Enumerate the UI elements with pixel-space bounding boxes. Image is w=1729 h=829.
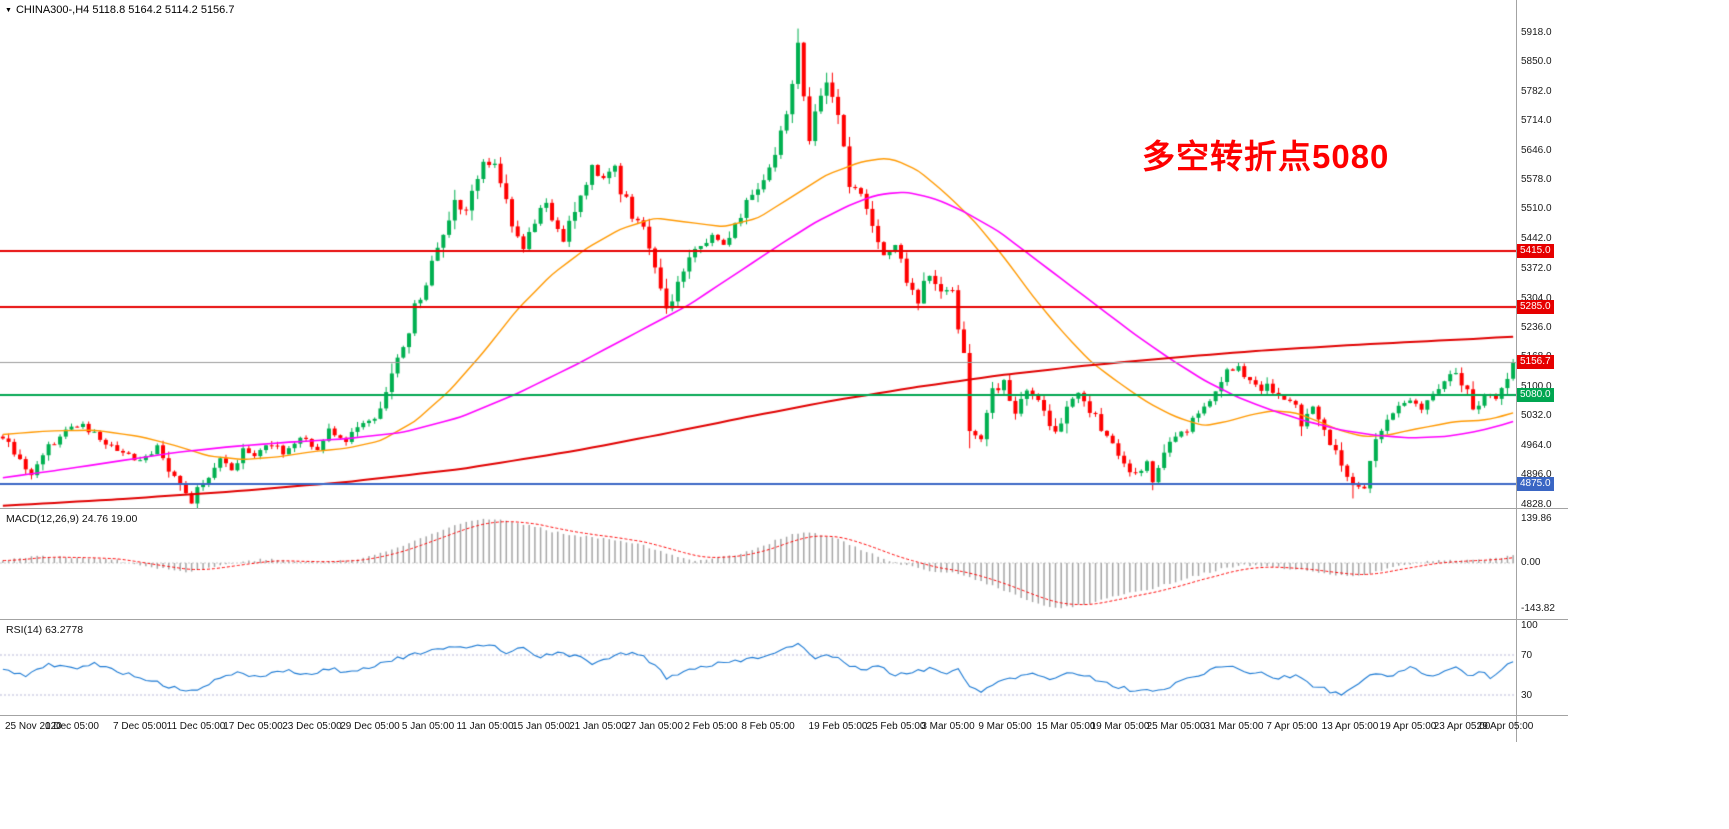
price-tick-label: 5510.0 — [1521, 203, 1552, 215]
price-tick-label: 4896.0 — [1521, 469, 1552, 481]
price-axis[interactable]: 5918.0 5850.0 5782.0 5714.0 5646.0 5578.0 5510… — [1517, 0, 1577, 510]
time-axis-label: 5 Jan 05:00 — [401, 721, 455, 732]
time-axis-label: 25 Mar 05:00 — [1146, 721, 1206, 732]
price-tick-label: 5304.0 — [1521, 292, 1552, 304]
time-axis-label: 27 Jan 05:00 — [625, 721, 683, 732]
price-tick-label: 5578.0 — [1521, 174, 1552, 185]
price-tick-label: 5236.0 — [1521, 321, 1552, 333]
time-axis-label: 13 Apr 05:00 — [1321, 721, 1379, 732]
time-axis-label: 31 Mar 05:00 — [1204, 721, 1264, 732]
axis-border — [1516, 0, 1517, 742]
time-axis-label: 19 Apr 05:00 — [1379, 721, 1437, 732]
pane-separator[interactable] — [0, 715, 1568, 716]
current-price-badge: 5156.7 — [1517, 355, 1554, 370]
time-axis-label: 21 Jan 05:00 — [569, 721, 627, 732]
time-axis-label: 29 Dec 05:00 — [340, 721, 400, 732]
time-axis-label: 23 Apr 05:00 — [1433, 721, 1491, 732]
price-tick-label: 5442.0 — [1521, 232, 1552, 244]
macd-axis[interactable]: 139.86 0.00 -143.82 — [1517, 509, 1577, 619]
hline-price-badge: 5415.0 — [1517, 243, 1554, 258]
time-axis-label: 19 Mar 05:00 — [1090, 721, 1150, 732]
price-tick-label: 4828.0 — [1521, 498, 1552, 510]
macd-tick-label: 139.86 — [1521, 512, 1552, 524]
price-tick-label: 5100.0 — [1521, 380, 1552, 392]
time-axis-label: 25 Feb 05:00 — [866, 721, 926, 732]
macd-indicator-canvas[interactable] — [0, 509, 1516, 619]
price-tick-label: 5782.0 — [1521, 85, 1552, 97]
time-axis-label: 1 Dec 05:00 — [45, 721, 99, 732]
time-axis-label: 7 Apr 05:00 — [1266, 721, 1318, 732]
price-tick-label: 5850.0 — [1521, 56, 1552, 68]
rsi-tick-label: 30 — [1521, 690, 1533, 701]
time-axis-label: 2 Feb 05:00 — [684, 721, 738, 732]
rsi-tick-label: 70 — [1521, 650, 1533, 661]
time-axis-label: 8 Feb 05:00 — [741, 721, 795, 732]
hline-price-badge: 5080.0 — [1517, 388, 1554, 403]
macd-tick-label: 0.00 — [1521, 557, 1541, 568]
hline-price-badge: 4875.0 — [1517, 477, 1554, 492]
time-axis-label: 9 Mar 05:00 — [978, 721, 1032, 732]
time-axis-label: 7 Dec 05:00 — [113, 721, 167, 732]
time-axis-label: 11 Dec 05:00 — [166, 721, 226, 732]
macd-tick-label: -143.82 — [1521, 602, 1555, 614]
pane-separator[interactable] — [0, 619, 1568, 620]
time-axis-label: 25 Nov 2020 — [5, 721, 62, 732]
symbol-ohlc-text: CHINA300-,H4 5118.8 5164.2 5114.2 5156.7 — [15, 4, 235, 16]
price-tick-label: 4964.0 — [1521, 439, 1552, 451]
time-axis-label: 15 Jan 05:00 — [512, 721, 570, 732]
pane-separator[interactable] — [0, 508, 1568, 509]
time-axis-label: 23 Dec 05:00 — [282, 721, 342, 732]
symbol-info: ▼ CHINA300-,H4 5118.8 5164.2 5114.2 5156… — [5, 4, 234, 16]
rsi-tick-label: 100 — [1521, 620, 1538, 631]
rsi-axis[interactable]: 100 70 30 — [1517, 620, 1577, 715]
chart-annotation[interactable]: 多空转折点5080 — [1142, 138, 1390, 175]
time-axis-label: 11 Jan 05:00 — [456, 721, 514, 732]
time-axis-label: 29 Apr 05:00 — [1476, 721, 1534, 732]
rsi-indicator-canvas[interactable] — [0, 620, 1516, 715]
price-chart-canvas[interactable] — [0, 0, 1516, 508]
price-tick-label: 5646.0 — [1521, 144, 1552, 156]
rsi-panel-label: RSI(14) 63.2778 — [6, 624, 84, 636]
time-axis-label: 15 Mar 05:00 — [1036, 721, 1096, 732]
macd-panel-label: MACD(12,26,9) 24.76 19.00 — [6, 513, 138, 525]
price-tick-label: 5032.0 — [1521, 410, 1552, 422]
time-axis-label: 19 Feb 05:00 — [808, 721, 868, 732]
time-axis-label: 3 Mar 05:00 — [921, 721, 975, 732]
price-tick-label: 5714.0 — [1521, 115, 1552, 127]
time-axis[interactable]: 25 Nov 2020 1 Dec 05:00 7 Dec 05:00 11 Dec … — [0, 716, 1568, 742]
chart-marker-icon: ▼ — [5, 6, 12, 14]
price-tick-label: 5372.0 — [1521, 263, 1552, 275]
hline-price-badge: 5285.0 — [1517, 299, 1554, 314]
time-axis-label: 17 Dec 05:00 — [223, 721, 283, 732]
price-tick-label: 5918.0 — [1521, 26, 1552, 38]
